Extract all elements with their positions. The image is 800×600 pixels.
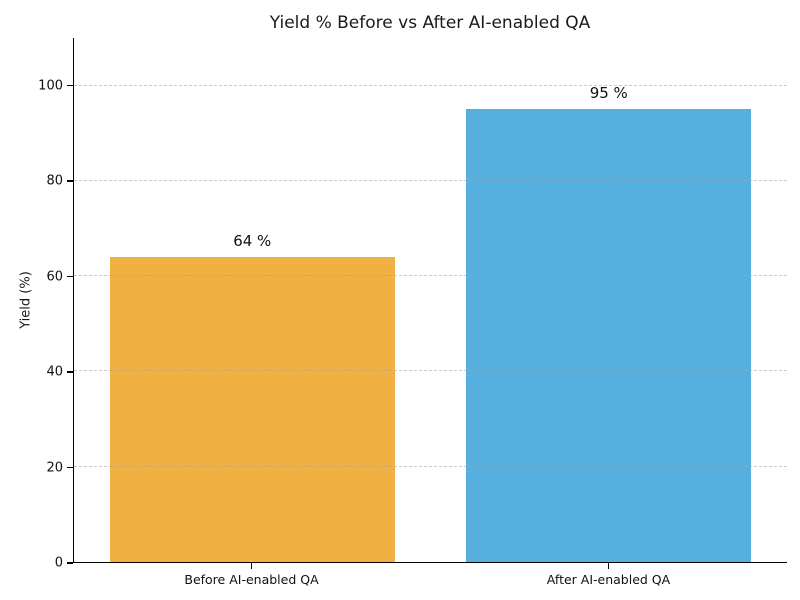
y-tick-label-60: 60 (46, 269, 63, 285)
bar-value-label-1: 95 % (589, 84, 628, 103)
y-tick-label-0: 0 (54, 555, 63, 571)
bar-0 (109, 257, 395, 562)
gridline-y-20 (74, 465, 787, 467)
x-tick-label-1: After AI-enabled QA (546, 572, 671, 587)
y-tick-mark-80 (67, 180, 73, 182)
gridline-y-60 (74, 275, 787, 277)
y-tick-label-20: 20 (46, 460, 63, 476)
y-tick-mark-40 (67, 371, 73, 373)
y-tick-label-80: 80 (46, 173, 63, 189)
y-tick-mark-0 (67, 562, 73, 564)
x-tick-label-0: Before AI-enabled QA (184, 572, 319, 587)
gridline-y-100 (74, 84, 787, 86)
x-tick-mark-0 (250, 563, 253, 569)
y-tick-label-40: 40 (46, 364, 63, 380)
bar-value-label-0: 64 % (233, 232, 272, 251)
y-tick-label-100: 100 (38, 78, 63, 94)
y-tick-mark-100 (67, 85, 73, 87)
gridline-y-80 (74, 179, 787, 181)
x-tick-mark-1 (607, 563, 610, 569)
bar-1 (466, 109, 752, 562)
gridline-y-40 (74, 370, 787, 372)
plot-area: 64 % 95 % (73, 38, 787, 563)
y-tick-mark-60 (67, 275, 73, 278)
chart-title: Yield % Before vs After AI-enabled QA (269, 13, 591, 33)
y-tick-mark-20 (67, 466, 73, 469)
